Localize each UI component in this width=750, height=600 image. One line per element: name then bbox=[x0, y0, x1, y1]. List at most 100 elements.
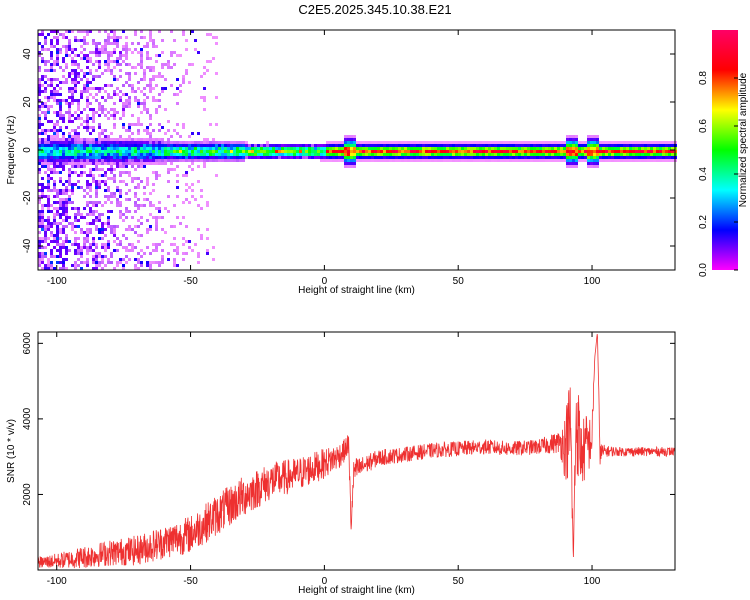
heatmap-cell bbox=[434, 144, 437, 147]
heatmap-cell bbox=[152, 141, 155, 144]
heatmap-cell bbox=[383, 150, 386, 153]
heatmap-cell bbox=[53, 144, 56, 147]
heatmap-cell bbox=[83, 237, 86, 240]
heatmap-cell bbox=[71, 162, 74, 165]
heatmap-cell bbox=[104, 201, 107, 204]
heatmap-cell bbox=[620, 156, 623, 159]
heatmap-cell bbox=[104, 63, 107, 66]
heatmap-cell bbox=[467, 141, 470, 144]
heatmap-cell bbox=[560, 144, 563, 147]
heatmap-cell bbox=[62, 192, 65, 195]
heatmap-cell bbox=[185, 150, 188, 153]
heatmap-cell bbox=[353, 153, 356, 156]
heatmap-cell bbox=[83, 141, 86, 144]
heatmap-cell bbox=[374, 150, 377, 153]
heatmap-cell bbox=[77, 264, 80, 267]
heatmap-cell bbox=[59, 66, 62, 69]
heatmap-cell bbox=[383, 144, 386, 147]
heatmap-cell bbox=[170, 243, 173, 246]
heatmap-cell bbox=[443, 144, 446, 147]
heatmap-cell bbox=[110, 153, 113, 156]
heatmap-cell bbox=[554, 159, 557, 162]
heatmap-cell bbox=[38, 237, 41, 240]
heatmap-cell bbox=[155, 108, 158, 111]
heatmap-cell bbox=[641, 159, 644, 162]
heatmap-cell bbox=[53, 195, 56, 198]
heatmap-cell bbox=[155, 84, 158, 87]
heatmap-cell bbox=[113, 147, 116, 150]
heatmap-cell bbox=[500, 153, 503, 156]
heatmap-cell bbox=[59, 117, 62, 120]
heatmap-cell bbox=[518, 150, 521, 153]
heatmap-cell bbox=[410, 141, 413, 144]
heatmap-cell bbox=[428, 156, 431, 159]
heatmap-cell bbox=[386, 156, 389, 159]
heatmap-cell bbox=[38, 189, 41, 192]
heatmap-cell bbox=[125, 102, 128, 105]
heatmap-cell bbox=[83, 150, 86, 153]
heatmap-cell bbox=[338, 144, 341, 147]
heatmap-cell bbox=[224, 153, 227, 156]
heatmap-cell bbox=[140, 255, 143, 258]
heatmap-cell bbox=[152, 162, 155, 165]
heatmap-cell bbox=[53, 246, 56, 249]
heatmap-cell bbox=[305, 147, 308, 150]
heatmap-cell bbox=[155, 144, 158, 147]
heatmap-cell bbox=[197, 147, 200, 150]
heatmap-cell bbox=[572, 141, 575, 144]
heatmap-cell bbox=[47, 105, 50, 108]
heatmap-cell bbox=[593, 153, 596, 156]
heatmap-cell bbox=[167, 168, 170, 171]
heatmap-cell bbox=[194, 159, 197, 162]
heatmap-cell bbox=[47, 156, 50, 159]
heatmap-cell bbox=[110, 225, 113, 228]
heatmap-cell bbox=[203, 153, 206, 156]
heatmap-cell bbox=[347, 147, 350, 150]
heatmap-cell bbox=[602, 156, 605, 159]
heatmap-cell bbox=[458, 159, 461, 162]
heatmap-cell bbox=[647, 159, 650, 162]
heatmap-cell bbox=[125, 171, 128, 174]
heatmap-cell bbox=[65, 51, 68, 54]
heatmap-cell bbox=[167, 66, 170, 69]
heatmap-cell bbox=[173, 93, 176, 96]
heatmap-cell bbox=[152, 150, 155, 153]
heatmap-cell bbox=[665, 156, 668, 159]
heatmap-cell bbox=[224, 159, 227, 162]
heatmap-cell bbox=[116, 141, 119, 144]
heatmap-cell bbox=[365, 147, 368, 150]
heatmap-cell bbox=[449, 144, 452, 147]
heatmap-cell bbox=[125, 93, 128, 96]
heatmap-cell bbox=[311, 153, 314, 156]
heatmap-cell bbox=[185, 174, 188, 177]
heatmap-cell bbox=[74, 81, 77, 84]
heatmap-cell bbox=[59, 237, 62, 240]
heatmap-cell bbox=[146, 141, 149, 144]
heatmap-cell bbox=[74, 141, 77, 144]
heatmap-cell bbox=[350, 165, 353, 168]
heatmap-cell bbox=[176, 147, 179, 150]
heatmap-cell bbox=[59, 165, 62, 168]
heatmap-cell bbox=[143, 108, 146, 111]
heatmap-cell bbox=[95, 156, 98, 159]
heatmap-cell bbox=[602, 147, 605, 150]
heatmap-cell bbox=[266, 150, 269, 153]
heatmap-cell bbox=[191, 183, 194, 186]
heatmap-cell bbox=[260, 153, 263, 156]
heatmap-cell bbox=[98, 66, 101, 69]
heatmap-cell bbox=[392, 144, 395, 147]
heatmap-cell bbox=[128, 144, 131, 147]
heatmap-cell bbox=[347, 150, 350, 153]
heatmap-cell bbox=[38, 246, 41, 249]
heatmap-cell bbox=[65, 153, 68, 156]
heatmap-cell bbox=[95, 141, 98, 144]
heatmap-cell bbox=[215, 123, 218, 126]
heatmap-cell bbox=[251, 156, 254, 159]
heatmap-cell bbox=[47, 267, 50, 270]
heatmap-cell bbox=[212, 156, 215, 159]
heatmap-cell bbox=[602, 153, 605, 156]
heatmap-cell bbox=[215, 141, 218, 144]
heatmap-cell bbox=[38, 138, 41, 141]
heatmap-cell bbox=[209, 33, 212, 36]
heatmap-cell bbox=[218, 156, 221, 159]
